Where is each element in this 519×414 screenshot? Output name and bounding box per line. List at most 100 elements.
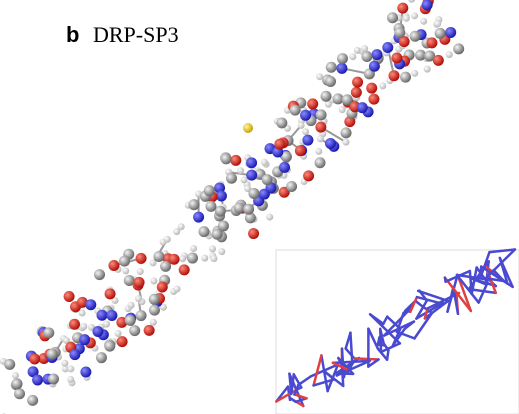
atom [69,349,81,361]
atom [111,296,119,304]
stick [385,349,390,361]
atom [320,90,332,102]
atom [361,45,369,53]
atom [265,182,277,194]
atom [349,53,357,61]
atom [315,147,323,155]
atom [315,109,327,121]
stick [367,327,380,351]
atom [379,82,387,90]
stick [443,276,473,313]
atom [432,54,444,66]
atom [261,174,273,186]
stick [467,287,497,295]
atom [353,46,361,54]
atom [96,309,108,321]
stick [423,299,450,320]
atom [178,264,190,276]
atom [356,102,368,114]
atom [32,374,44,386]
atom [149,259,157,267]
stick [368,313,385,326]
atom [205,200,217,212]
atom [398,36,410,48]
atom [103,320,111,328]
atom [316,135,324,143]
stick [484,248,517,280]
stick [376,347,389,361]
stick [417,289,450,303]
stick [320,354,329,393]
atom [368,93,380,105]
atom [80,366,92,378]
atom [400,71,412,83]
atom [104,340,116,352]
atom [116,336,128,348]
stick [349,331,354,366]
atom [244,212,256,224]
atom [27,394,39,406]
atom [29,353,41,365]
molecule [0,0,465,414]
atom [27,366,39,378]
atom [76,296,88,308]
atom [325,61,337,73]
atom [215,190,227,202]
atom [220,153,232,165]
atom [4,358,16,370]
stick [423,307,429,320]
atom [122,267,130,275]
stick [312,354,323,387]
stick [382,315,389,326]
atom [411,69,419,77]
atom [366,82,378,94]
atom [423,65,431,73]
atom [148,293,160,305]
atom [119,255,131,267]
atom [143,324,155,336]
atom [79,334,91,346]
atom [14,388,26,400]
atom [133,276,145,288]
atom [67,375,75,383]
atom [286,181,298,193]
stick [379,342,402,354]
atom [303,170,315,182]
atom [218,248,226,256]
atom [394,27,406,39]
panel-title: DRP-SP3 [93,22,179,47]
atom [156,281,168,293]
atom [279,161,291,173]
atom [415,49,427,61]
atom [421,0,433,11]
atom [336,62,348,74]
atom [324,137,336,149]
stick [456,273,473,313]
atom [136,268,144,276]
atom [188,199,200,211]
atom [336,53,348,65]
atom [426,37,438,49]
atom [210,255,218,263]
atom [67,365,75,373]
atom [409,30,421,42]
atom [240,176,248,184]
panel-label: b [66,22,79,47]
atom [173,285,181,293]
atom [148,304,160,316]
stick [484,276,505,283]
atom [361,51,373,63]
atom [274,138,286,150]
atom [324,100,332,108]
stick [335,359,372,377]
stick [346,362,354,374]
atom [302,128,310,136]
atom [387,12,399,24]
atom [61,359,69,367]
stick [492,268,505,283]
atom [342,138,350,146]
atom [434,27,446,39]
atom [371,49,383,61]
atom [80,323,88,331]
stick [446,273,459,313]
